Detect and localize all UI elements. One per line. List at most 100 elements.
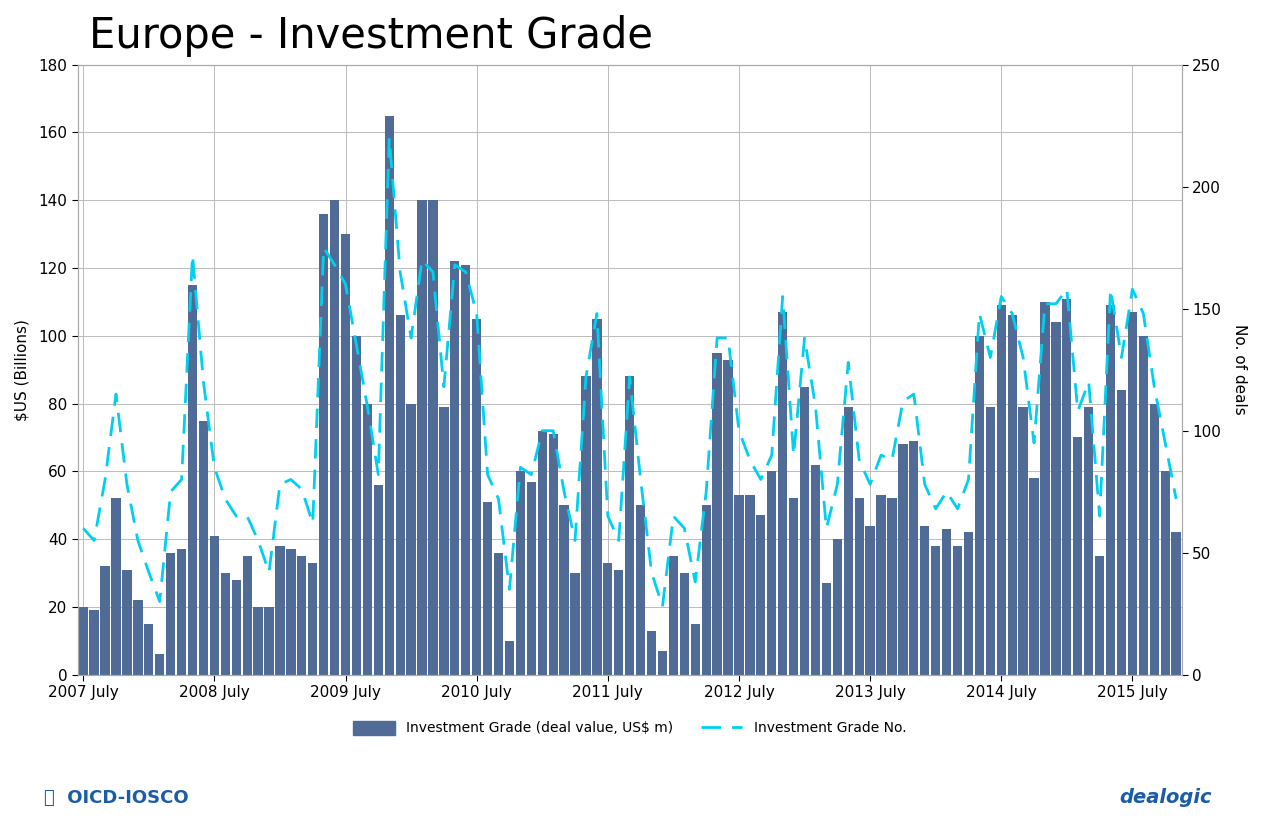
Bar (122, 569, 131, 675)
Bar (341, 234, 350, 675)
Bar (1018, 407, 1027, 675)
Bar (669, 556, 678, 675)
Bar (876, 495, 886, 675)
Bar (167, 553, 175, 675)
Bar (1171, 532, 1181, 675)
Bar (953, 546, 962, 675)
Bar (570, 573, 579, 675)
Bar (690, 624, 700, 675)
Bar (779, 312, 787, 675)
Bar (756, 516, 766, 675)
Bar (887, 498, 896, 675)
Bar (516, 471, 525, 675)
Bar (647, 630, 656, 675)
Bar (199, 421, 208, 675)
Bar (451, 262, 459, 675)
Bar (941, 529, 952, 675)
Bar (789, 498, 799, 675)
Bar (1040, 302, 1050, 675)
Bar (101, 566, 110, 675)
Bar (461, 265, 471, 675)
Bar (1030, 478, 1039, 675)
Bar (319, 214, 328, 675)
Bar (843, 407, 853, 675)
Bar (854, 498, 863, 675)
Bar (538, 431, 546, 675)
Bar (974, 336, 984, 675)
Bar (734, 495, 743, 675)
Bar (329, 200, 339, 675)
Bar (615, 569, 623, 675)
Bar (406, 403, 415, 675)
Bar (810, 464, 820, 675)
Bar (395, 315, 405, 675)
Y-axis label: $US (Billions): $US (Billions) (15, 318, 30, 421)
Bar (1073, 437, 1083, 675)
Bar (385, 116, 394, 675)
Text: dealogic: dealogic (1119, 788, 1212, 807)
Bar (209, 535, 220, 675)
Bar (833, 540, 842, 675)
Bar (232, 580, 241, 675)
Bar (1095, 556, 1104, 675)
Bar (418, 200, 427, 675)
Bar (559, 505, 569, 675)
Bar (221, 573, 230, 675)
Bar (374, 485, 382, 675)
Legend: Investment Grade (deal value, US$ m), Investment Grade No.: Investment Grade (deal value, US$ m), In… (347, 715, 911, 741)
Bar (1007, 315, 1017, 675)
Bar (134, 600, 143, 675)
Bar (439, 407, 448, 675)
Bar (526, 482, 536, 675)
Bar (1117, 390, 1126, 675)
Bar (702, 505, 711, 675)
Bar (1063, 299, 1071, 675)
Bar (254, 607, 262, 675)
Bar (603, 563, 612, 675)
Bar (1106, 305, 1116, 675)
Bar (658, 651, 668, 675)
Bar (592, 318, 602, 675)
Bar (155, 654, 164, 675)
Bar (582, 376, 591, 675)
Bar (899, 444, 907, 675)
Bar (505, 641, 514, 675)
Bar (767, 471, 776, 675)
Bar (997, 305, 1006, 675)
Text: Europe - Investment Grade: Europe - Investment Grade (88, 15, 652, 57)
Bar (713, 353, 722, 675)
Bar (746, 495, 755, 675)
Bar (144, 624, 154, 675)
Bar (275, 546, 285, 675)
Bar (493, 553, 504, 675)
Bar (78, 607, 88, 675)
Bar (1084, 407, 1093, 675)
Bar (723, 360, 733, 675)
Bar (428, 200, 438, 675)
Bar (625, 376, 635, 675)
Bar (111, 498, 121, 675)
Bar (90, 610, 98, 675)
Bar (177, 549, 187, 675)
Y-axis label: No. of deals: No. of deals (1232, 324, 1247, 415)
Bar (800, 387, 809, 675)
Bar (352, 336, 361, 675)
Bar (1161, 471, 1170, 675)
Bar (909, 441, 919, 675)
Bar (549, 434, 558, 675)
Bar (1051, 323, 1060, 675)
Bar (964, 532, 973, 675)
Bar (1150, 403, 1159, 675)
Text: Ⓞ  OICD-IOSCO: Ⓞ OICD-IOSCO (44, 789, 189, 807)
Bar (822, 583, 832, 675)
Bar (362, 403, 372, 675)
Bar (986, 407, 994, 675)
Bar (308, 563, 317, 675)
Bar (286, 549, 295, 675)
Bar (188, 285, 197, 675)
Bar (920, 526, 929, 675)
Bar (483, 502, 492, 675)
Bar (472, 318, 481, 675)
Bar (1138, 336, 1148, 675)
Bar (297, 556, 307, 675)
